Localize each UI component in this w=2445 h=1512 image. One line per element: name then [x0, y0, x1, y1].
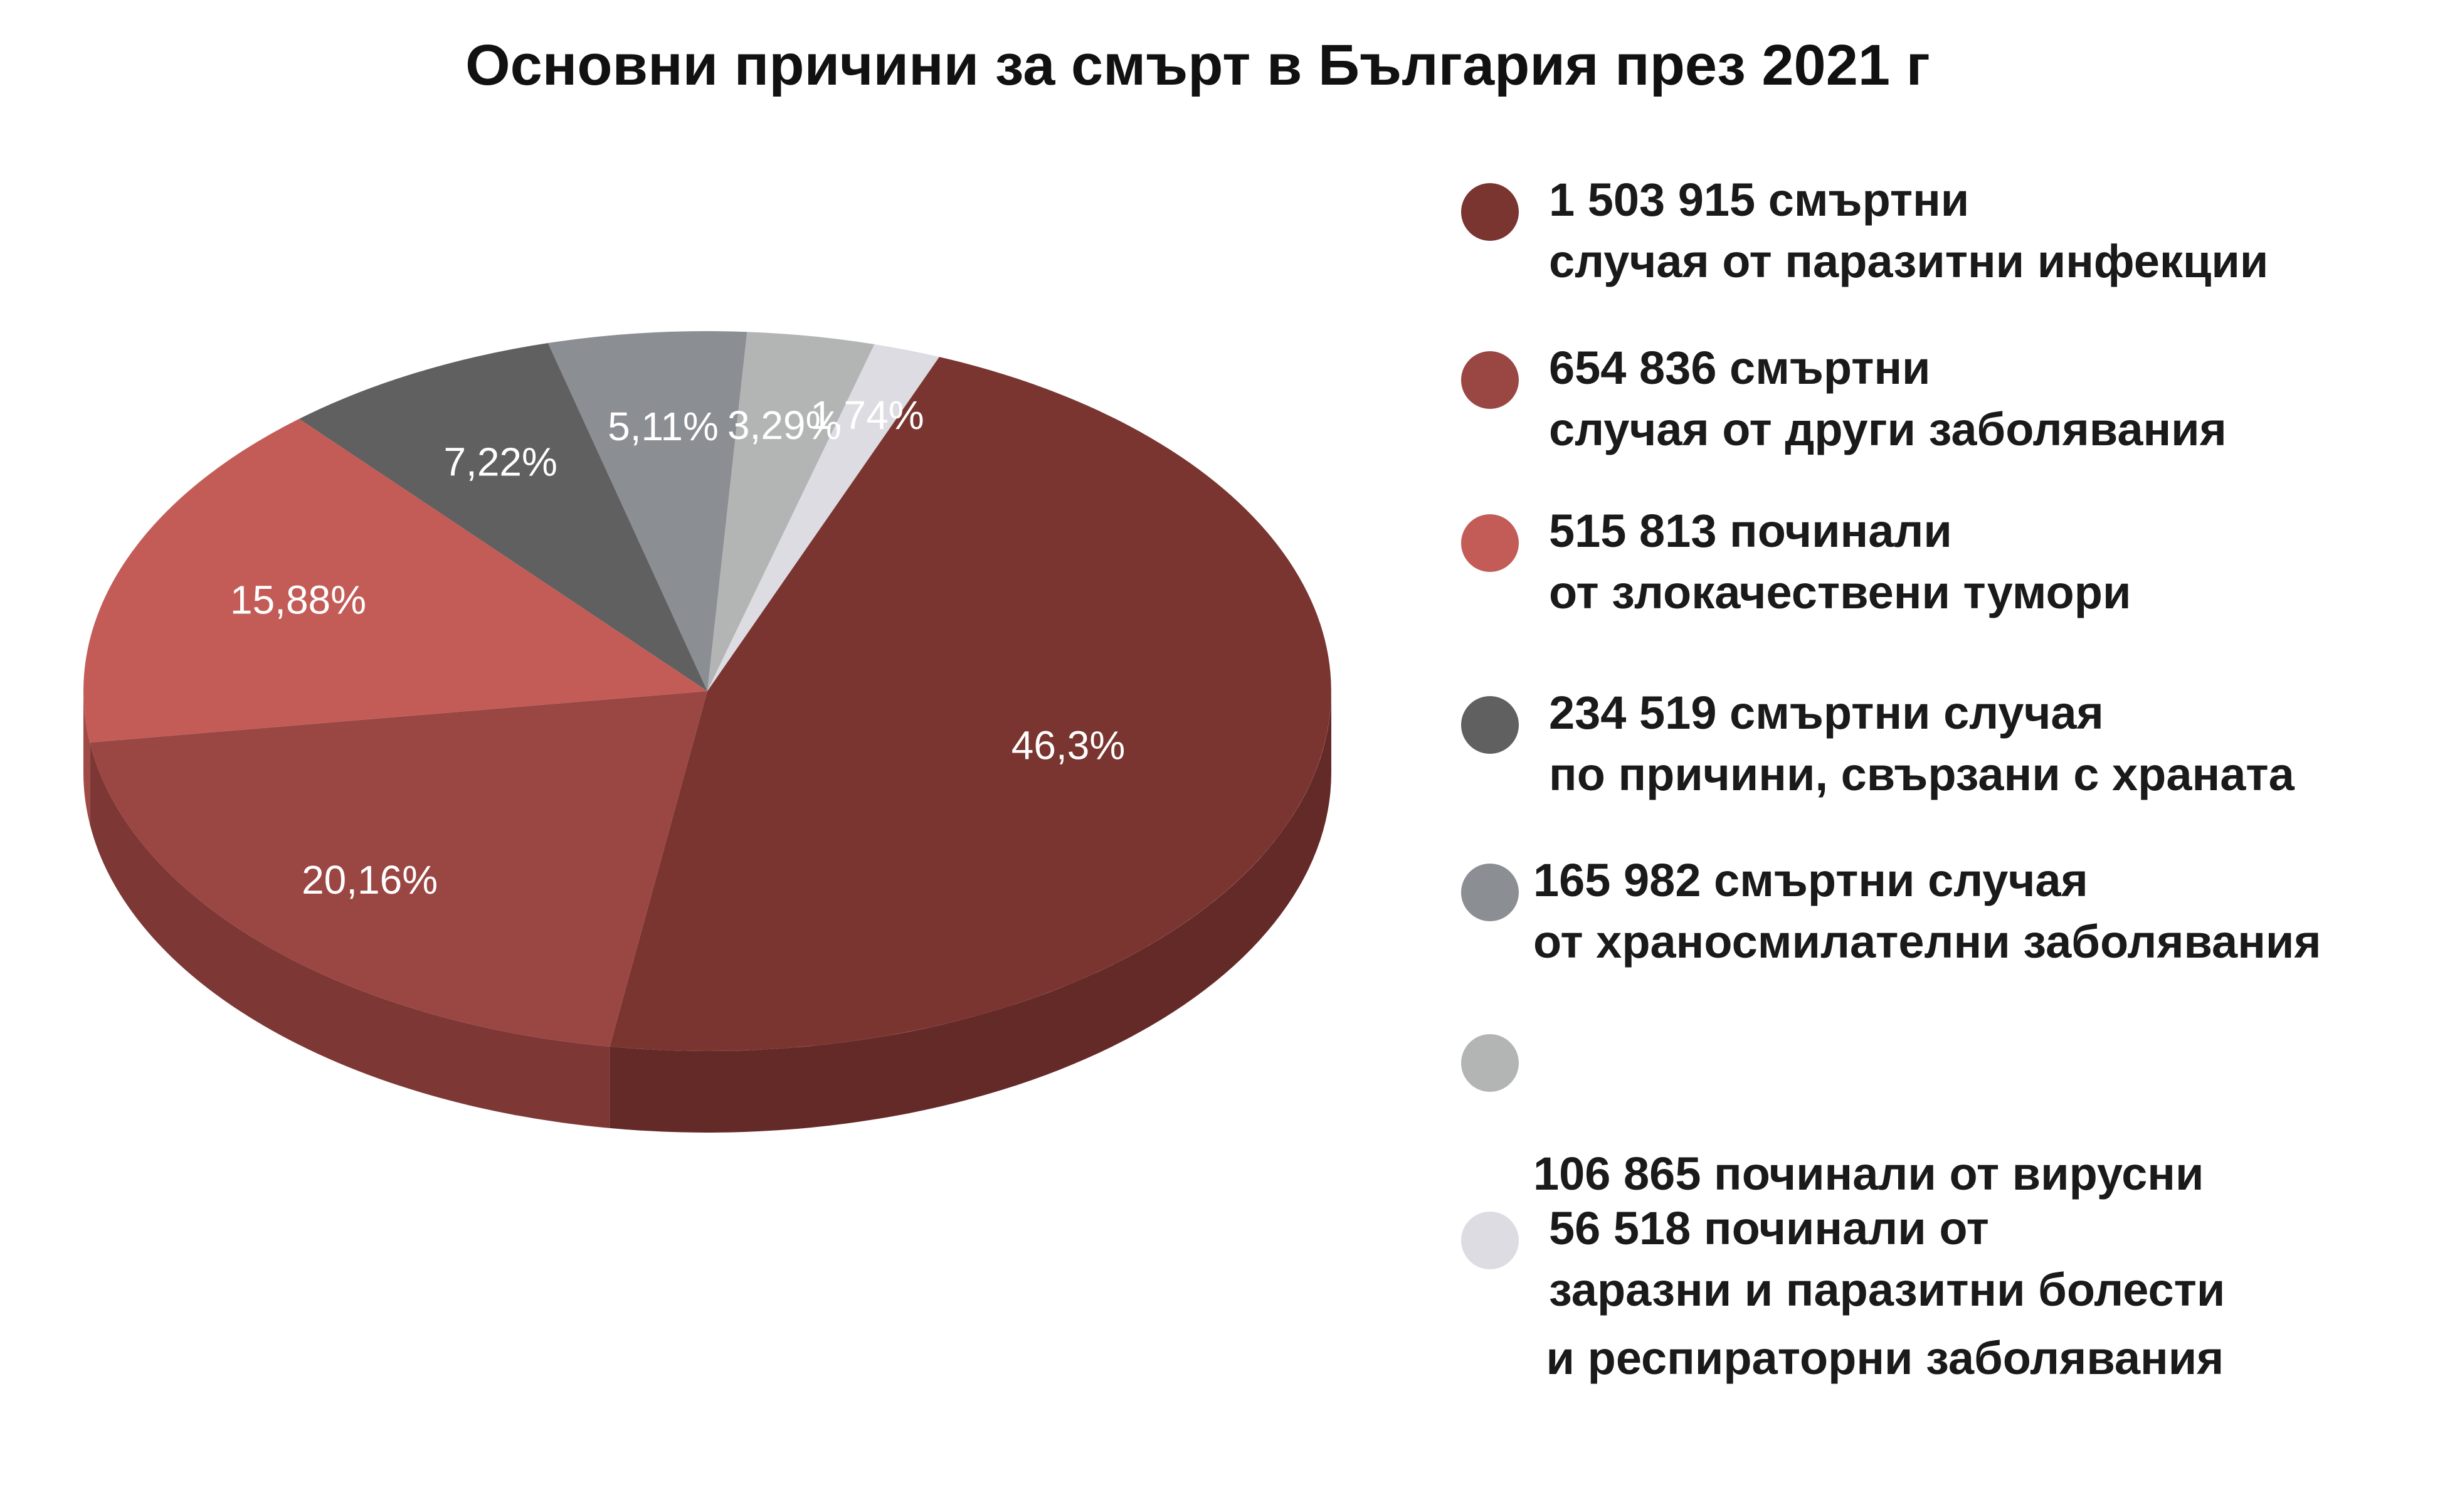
chart-title: Основни причини за смърт в България през… [465, 33, 1930, 97]
legend-swatch [1461, 1034, 1519, 1092]
pie-side-2 [83, 691, 90, 824]
pie-slice-3 [299, 343, 707, 691]
slice-percent-label: 3,29% [727, 403, 841, 448]
legend-label: 1 503 915 смъртни случая от паразитни ин… [1549, 174, 2269, 287]
pie-slice-1 [90, 691, 707, 1047]
pie-side-0 [610, 691, 1331, 1133]
slice-percent-label: 7,22% [443, 440, 557, 485]
legend-swatch [1461, 696, 1519, 754]
slice-percent-label: 15,88% [230, 577, 366, 622]
legend-swatch [1461, 864, 1519, 921]
slice-percent-label: 1,74% [810, 393, 924, 438]
legend-label: 654 836 смъртни случая от други заболява… [1549, 342, 2227, 455]
slice-percent-label: 20,16% [302, 857, 438, 902]
slice-percent-label: 5,11% [608, 404, 719, 449]
legend-label: 515 813 починали от злокачествени тумори [1549, 505, 2131, 618]
legend-label: 165 982 смъртни случая от храносмилателн… [1533, 854, 2321, 968]
pie-sides [83, 691, 1331, 1133]
pie-slice-6 [707, 344, 939, 691]
pie-slice-4 [547, 331, 747, 691]
legend-label: 56 518 починали от заразни и паразитни б… [1549, 1202, 2226, 1316]
pie-labels: 46,3% 20,16% 15,88% 7,22% 5,11% 3,29%1,74% [230, 393, 1125, 902]
legend-swatch [1461, 183, 1519, 241]
pie-slice-0 [610, 357, 1331, 1051]
pie-top [83, 331, 1331, 1051]
legend-label: 234 519 смъртни случая по причини, свърз… [1549, 687, 2294, 800]
slice-percent-label: 46,3% [1011, 722, 1125, 768]
legend-swatch [1461, 514, 1519, 572]
legend-swatch [1461, 351, 1519, 409]
pie-chart: 46,3% 20,16% 15,88% 7,22% 5,11% 3,29%1,74% [83, 331, 1331, 1133]
pie-slice-2 [83, 418, 708, 743]
legend-swatch [1461, 1212, 1519, 1269]
pie-slice-5 [707, 332, 875, 691]
pie-side-1 [90, 742, 610, 1128]
